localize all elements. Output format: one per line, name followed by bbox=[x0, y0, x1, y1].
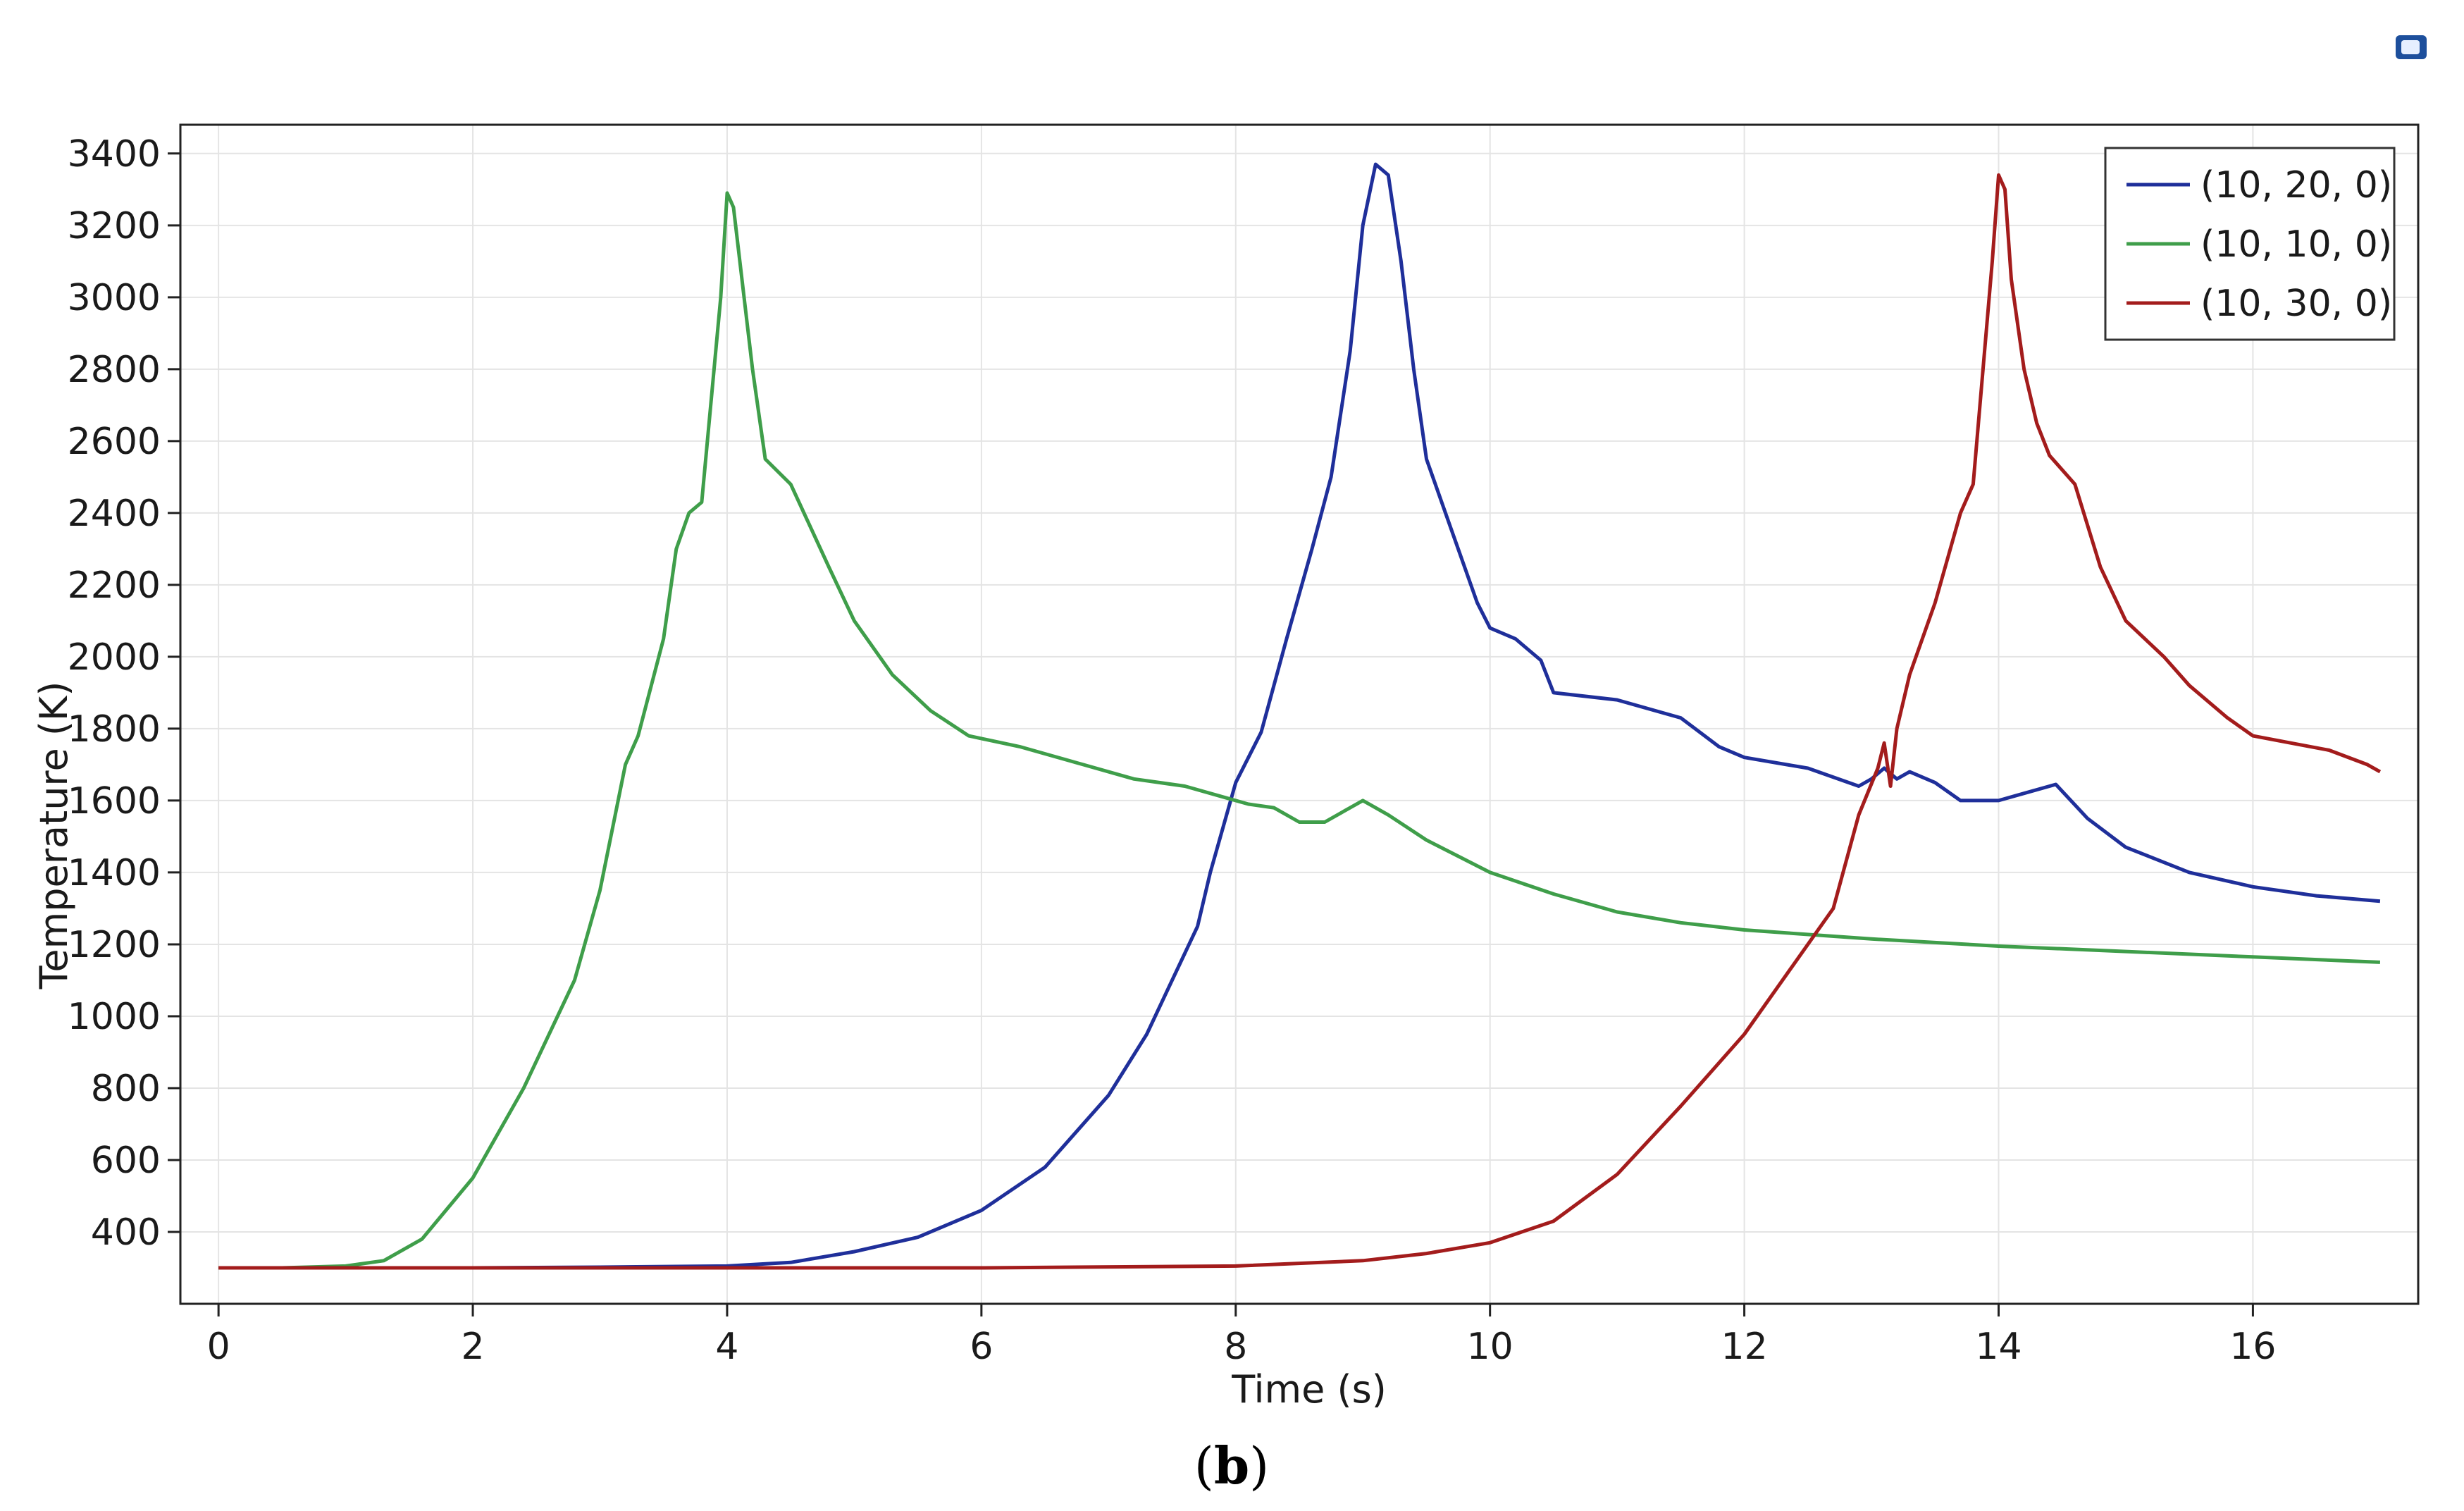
x-tick-label: 14 bbox=[1975, 1326, 2022, 1368]
x-tick-label: 12 bbox=[1721, 1326, 1768, 1368]
y-tick-label: 1800 bbox=[68, 708, 161, 751]
x-tick-label: 10 bbox=[1467, 1326, 1513, 1368]
caption-open: ( bbox=[1194, 1436, 1214, 1495]
export-icon[interactable] bbox=[2396, 35, 2427, 59]
legend-label: (10, 30, 0) bbox=[2200, 283, 2392, 325]
x-tick-label: 16 bbox=[2229, 1326, 2276, 1368]
y-tick-label: 1000 bbox=[68, 996, 161, 1038]
y-tick-label: 1200 bbox=[68, 924, 161, 966]
caption-letter: b bbox=[1214, 1436, 1249, 1495]
series-line-2 bbox=[218, 191, 2381, 1270]
y-tick-label: 2000 bbox=[68, 636, 161, 679]
series-line-3 bbox=[218, 173, 2382, 1270]
y-tick-label: 400 bbox=[91, 1211, 161, 1254]
legend: (10, 20, 0) (10, 10, 0) (10, 30, 0) bbox=[2104, 147, 2396, 341]
x-tick-label: 2 bbox=[461, 1326, 484, 1368]
y-tick-label: 2400 bbox=[68, 493, 161, 535]
legend-label: (10, 20, 0) bbox=[2200, 164, 2392, 206]
y-tick-label: 1600 bbox=[68, 780, 161, 822]
plot-frame bbox=[179, 123, 2420, 1305]
y-tick-label: 2600 bbox=[68, 421, 161, 463]
y-tick-label: 3200 bbox=[68, 205, 161, 247]
grid bbox=[180, 125, 2418, 1304]
series-line-1 bbox=[218, 162, 2381, 1270]
figure-caption: (b) bbox=[1194, 1436, 1270, 1495]
x-tick-label: 6 bbox=[970, 1326, 993, 1368]
x-tick-label: 0 bbox=[207, 1326, 230, 1368]
y-tick-label: 2200 bbox=[68, 565, 161, 607]
legend-label: (10, 10, 0) bbox=[2200, 223, 2392, 266]
y-axis-title: Temperature (K) bbox=[32, 682, 76, 990]
x-tick-label: 4 bbox=[715, 1326, 738, 1368]
series-lines bbox=[218, 162, 2382, 1270]
y-tick-label: 3400 bbox=[68, 133, 161, 175]
y-tick-label: 800 bbox=[91, 1068, 161, 1110]
x-tick-label: 8 bbox=[1224, 1326, 1247, 1368]
y-tick-label: 2800 bbox=[68, 349, 161, 391]
axes: 0 2 4 6 8 10 12 14 16 400 600 800 1000 1200 1400 1600 18… bbox=[68, 123, 2420, 1368]
y-tick-label: 600 bbox=[91, 1140, 161, 1182]
x-axis-title: Time (s) bbox=[1231, 1367, 1387, 1412]
y-tick-label: 1400 bbox=[68, 852, 161, 894]
y-tick-label: 3000 bbox=[68, 277, 161, 319]
caption-close: ) bbox=[1249, 1436, 1269, 1495]
